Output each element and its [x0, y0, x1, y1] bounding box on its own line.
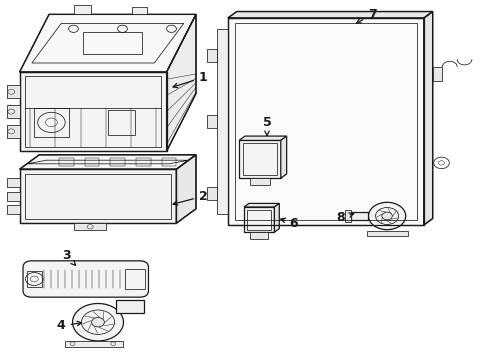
Polygon shape: [7, 205, 20, 214]
Polygon shape: [74, 5, 91, 14]
Polygon shape: [228, 12, 433, 18]
Polygon shape: [207, 115, 217, 128]
Polygon shape: [7, 192, 20, 201]
Polygon shape: [7, 85, 20, 98]
Polygon shape: [20, 72, 167, 151]
Polygon shape: [7, 105, 20, 118]
Text: 2: 2: [173, 190, 208, 205]
Polygon shape: [274, 203, 279, 232]
Polygon shape: [351, 212, 368, 220]
Polygon shape: [116, 300, 144, 313]
Text: 1: 1: [173, 71, 208, 88]
Polygon shape: [239, 140, 281, 178]
Text: 4: 4: [57, 319, 82, 332]
Polygon shape: [244, 203, 279, 207]
Polygon shape: [65, 341, 123, 347]
Polygon shape: [244, 207, 274, 232]
Polygon shape: [367, 231, 408, 236]
Polygon shape: [167, 14, 196, 151]
Circle shape: [382, 212, 392, 220]
Circle shape: [92, 318, 104, 327]
Polygon shape: [20, 169, 176, 223]
Polygon shape: [176, 155, 196, 223]
Polygon shape: [207, 188, 217, 201]
Text: 8: 8: [336, 211, 354, 224]
Polygon shape: [250, 232, 269, 239]
Text: 3: 3: [62, 249, 75, 265]
Polygon shape: [239, 136, 287, 140]
Polygon shape: [74, 223, 106, 230]
Polygon shape: [281, 136, 287, 178]
Circle shape: [368, 202, 406, 230]
Polygon shape: [217, 29, 228, 214]
Polygon shape: [228, 18, 424, 225]
Text: 7: 7: [356, 8, 377, 23]
Polygon shape: [7, 125, 20, 138]
Text: 6: 6: [281, 217, 298, 230]
Polygon shape: [433, 67, 442, 81]
Polygon shape: [20, 14, 196, 72]
Polygon shape: [424, 12, 433, 225]
Polygon shape: [345, 210, 351, 222]
Polygon shape: [207, 49, 217, 62]
Text: 5: 5: [263, 116, 271, 135]
Polygon shape: [7, 179, 20, 187]
Polygon shape: [132, 7, 147, 14]
Polygon shape: [73, 303, 123, 341]
FancyBboxPatch shape: [23, 261, 148, 297]
Polygon shape: [20, 155, 196, 169]
Polygon shape: [249, 178, 270, 185]
